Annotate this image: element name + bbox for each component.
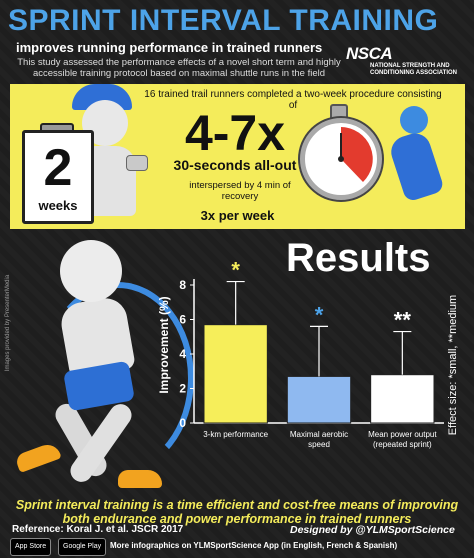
significance-marker: ** [394, 308, 412, 333]
y-tick-label: 8 [179, 278, 186, 292]
category-label: (repeated sprint) [373, 440, 432, 449]
y-tick-label: 4 [179, 347, 186, 361]
stopwatch-face-icon [338, 127, 373, 182]
nsca-logo-mark: NSCA [346, 44, 393, 63]
app-store-badge[interactable]: App Store [10, 538, 52, 556]
page-title: SPRINT INTERVAL TRAINING [8, 4, 439, 37]
more-infographics-text: More infographics on YLMSportScience App… [110, 541, 398, 550]
protocol-intro: 16 trained trail runners completed a two… [144, 89, 442, 111]
y-axis-label: Improvement (%) [157, 296, 171, 393]
runner-back-shoe-icon [14, 441, 62, 473]
runner-head-icon [60, 240, 122, 302]
significance-marker: * [315, 302, 324, 327]
image-credit: Images provided by PresenterMedia [5, 274, 12, 372]
effect-size-note: Effect size: *small, **medium [447, 295, 459, 435]
page-subtitle: improves running performance in trained … [16, 40, 323, 55]
google-play-badge[interactable]: Google Play [58, 538, 107, 556]
nsca-logo: NSCA NATIONAL STRENGTH AND CONDITIONING … [346, 44, 470, 80]
runner-front-shoe-icon [118, 470, 162, 488]
blue-runner-head-icon [400, 106, 428, 134]
duration-number: 2 [43, 139, 73, 197]
study-description: This study assessed the performance effe… [17, 57, 341, 79]
whistle-icon [126, 155, 148, 171]
clipboard-icon [22, 130, 94, 224]
designed-by: Designed by @YLMSportScience [290, 524, 455, 536]
significance-marker: * [231, 258, 240, 283]
bar [370, 374, 435, 424]
results-heading: Results [286, 236, 431, 280]
category-label: 3-km performance [203, 430, 268, 439]
nsca-name-line1: NATIONAL STRENGTH AND [370, 63, 450, 69]
nsca-name-line2: CONDITIONING ASSOCIATION [370, 70, 457, 76]
stopwatch-icon [300, 118, 382, 200]
category-label: Maximal aerobic [290, 430, 348, 439]
results-bar-chart: 0 2 4 6 8 * 3-km performance * Maximal aerobics… [157, 258, 459, 449]
y-tick-label: 6 [179, 313, 186, 327]
category-label: speed [308, 440, 330, 449]
protocol-reps: 4-7x [184, 105, 286, 161]
protocol-recovery: interspersed by 4 min of recovery [189, 180, 291, 202]
y-tick-label: 0 [179, 416, 186, 430]
duration-unit: weeks [38, 198, 78, 213]
nsca-name: NATIONAL STRENGTH AND CONDITIONING ASSOC… [370, 63, 457, 77]
category-label: Mean power output [368, 430, 437, 439]
protocol-frequency: 3x per week [200, 208, 275, 223]
conclusion-text: Sprint interval training is a time effic… [15, 498, 459, 526]
y-tick-label: 2 [179, 382, 186, 396]
reference: Reference: Koral J. et al. JSCR 2017 [12, 524, 184, 535]
bar [286, 375, 352, 424]
bar [203, 324, 268, 424]
protocol-effort: 30-seconds all-out [173, 157, 297, 173]
